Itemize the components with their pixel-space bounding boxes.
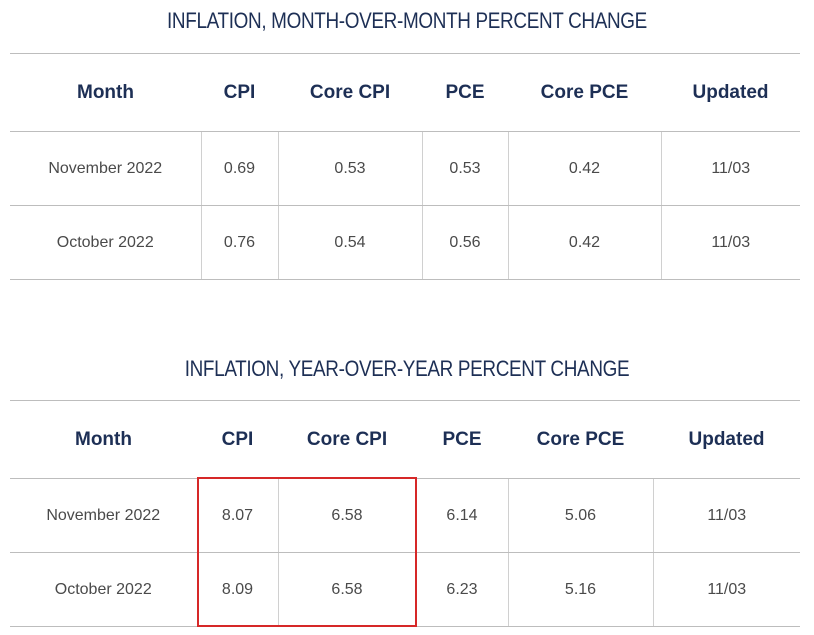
table-row: November 2022 8.07 6.58 6.14 5.06 11/03	[10, 478, 800, 553]
table-cell: 0.54	[277, 205, 422, 280]
table-cell: 0.76	[200, 205, 278, 280]
table-cell: 11/03	[660, 205, 800, 280]
table-cell: 8.09	[196, 552, 278, 627]
table-cell: 11/03	[652, 478, 800, 553]
table-cell: October 2022	[10, 552, 197, 627]
table-cell: 5.16	[507, 552, 653, 627]
column-header: Core PCE	[508, 53, 661, 132]
table-row: November 2022 0.69 0.53 0.53 0.42 11/03	[10, 131, 800, 206]
year-over-year-title: INFLATION, YEAR-OVER-YEAR PERCENT CHANGE	[184, 356, 630, 381]
table-header-row: Month CPI Core CPI PCE Core PCE Updated	[10, 400, 800, 479]
month-over-month-title: INFLATION, MONTH-OVER-MONTH PERCENT CHAN…	[167, 8, 647, 33]
table-cell: 0.69	[200, 131, 278, 206]
table-row: October 2022 0.76 0.54 0.56 0.42 11/03	[10, 205, 800, 280]
table-cell: 11/03	[660, 131, 800, 206]
table-cell: October 2022	[10, 205, 201, 280]
table-cell: 0.42	[507, 131, 661, 206]
column-header: Core CPI	[278, 400, 416, 479]
table-cell: 6.58	[277, 478, 416, 553]
column-header: CPI	[201, 53, 278, 132]
year-over-year-table: Month CPI Core CPI PCE Core PCE Updated …	[10, 400, 800, 627]
table-cell: 11/03	[652, 552, 800, 627]
column-header: PCE	[422, 53, 508, 132]
column-header: Core CPI	[278, 53, 422, 132]
table-row: October 2022 8.09 6.58 6.23 5.16 11/03	[10, 552, 800, 627]
month-over-month-table: Month CPI Core CPI PCE Core PCE Updated …	[10, 53, 800, 280]
table-header-row: Month CPI Core CPI PCE Core PCE Updated	[10, 53, 800, 132]
table-cell: 0.53	[277, 131, 422, 206]
column-header: Updated	[661, 53, 800, 132]
table-cell: 8.07	[196, 478, 278, 553]
column-header: CPI	[197, 400, 278, 479]
column-header: Core PCE	[508, 400, 653, 479]
table-cell: 0.53	[421, 131, 508, 206]
table-cell: 5.06	[507, 478, 653, 553]
table-cell: November 2022	[10, 131, 201, 206]
column-header: Month	[10, 400, 197, 479]
column-header: Updated	[653, 400, 800, 479]
column-header: PCE	[416, 400, 508, 479]
table-cell: 0.42	[507, 205, 661, 280]
table-cell: 0.56	[421, 205, 508, 280]
table-cell: 6.23	[415, 552, 508, 627]
column-header: Month	[10, 53, 201, 132]
table-cell: 6.58	[277, 552, 416, 627]
table-cell: 6.14	[415, 478, 508, 553]
table-cell: November 2022	[10, 478, 197, 553]
